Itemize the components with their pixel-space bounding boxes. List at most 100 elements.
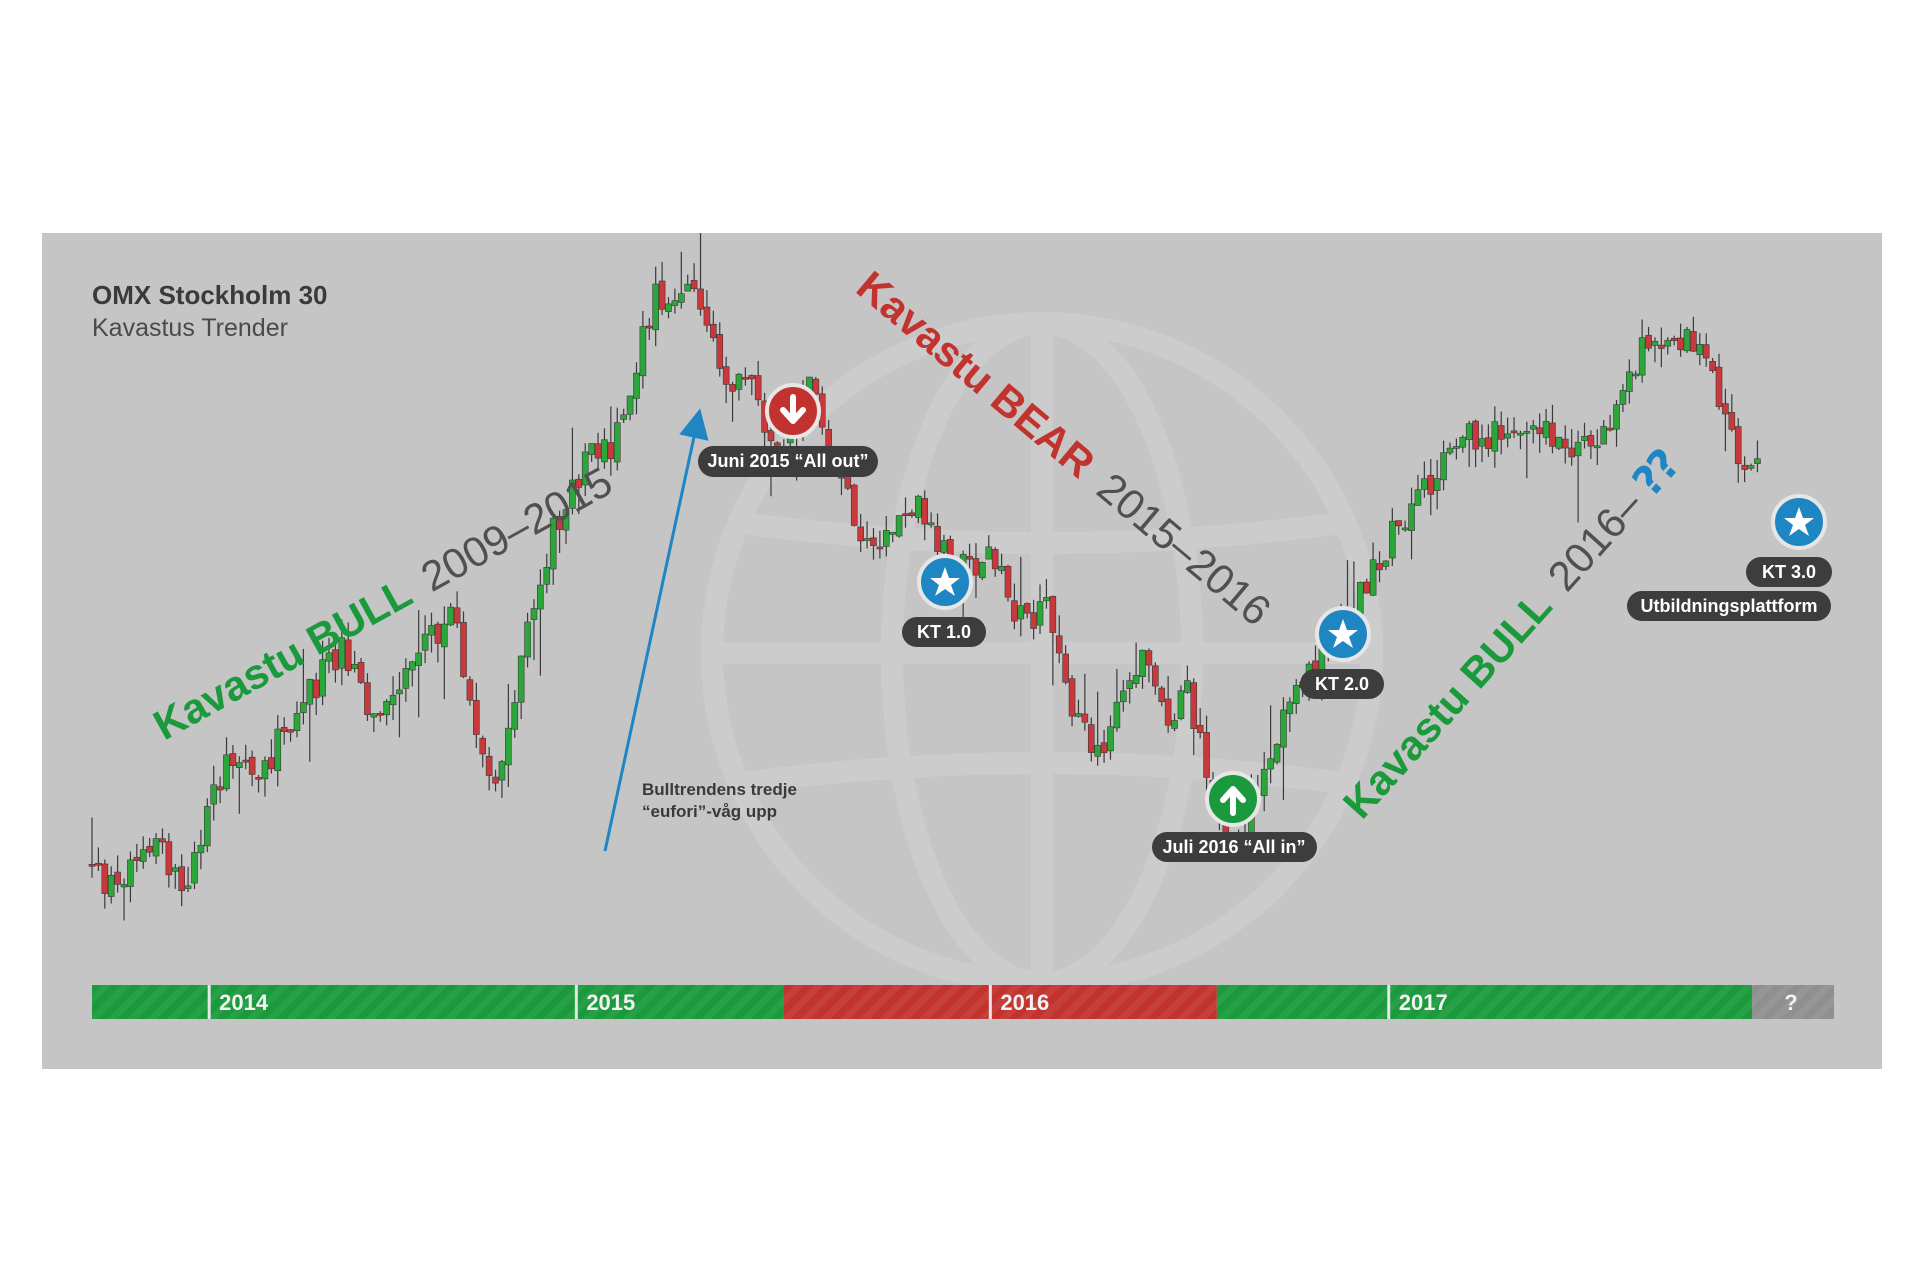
candle-body <box>998 566 1005 571</box>
year-label: ? <box>1784 990 1797 1015</box>
candle-body <box>870 537 877 547</box>
svg-text:Juli 2016 “All in”: Juli 2016 “All in” <box>1162 837 1305 857</box>
candle-body <box>319 659 326 697</box>
candle-body <box>351 664 358 669</box>
candle-body <box>703 306 711 326</box>
candle-body <box>716 334 724 369</box>
candle-body <box>216 786 224 791</box>
candle-body <box>1030 612 1037 629</box>
candle-body <box>1446 447 1454 454</box>
candle-body <box>402 668 410 689</box>
candle-body <box>1068 678 1076 717</box>
candle-body <box>1107 726 1114 752</box>
candle-body <box>1267 758 1274 770</box>
candle-body <box>1529 425 1537 430</box>
candle-body <box>697 288 704 310</box>
candle-body <box>633 372 640 399</box>
candle-body <box>191 852 198 884</box>
candle-body <box>133 856 141 861</box>
candle-body <box>1638 337 1646 376</box>
star-icon <box>1784 507 1814 536</box>
candle-body <box>1670 337 1678 341</box>
candle-body <box>1702 344 1710 359</box>
candle-body <box>985 546 993 560</box>
candle-body <box>1587 435 1595 447</box>
candle-body <box>1184 680 1191 693</box>
candle-body <box>972 558 980 576</box>
candle-body <box>280 726 288 732</box>
candle-body <box>1119 690 1127 703</box>
candle-body <box>710 323 717 339</box>
candle-body <box>594 443 602 459</box>
candle-body <box>1055 635 1063 654</box>
candle-body <box>1747 465 1755 469</box>
candle-body <box>492 776 499 784</box>
candle-body <box>370 713 378 718</box>
chart-title: OMX Stockholm 30 <box>92 280 328 310</box>
candle-body <box>1395 520 1403 527</box>
star-icon <box>1328 619 1358 648</box>
candle-body <box>748 375 756 380</box>
candle-body <box>850 484 858 526</box>
candle-body <box>1440 452 1447 481</box>
candle-body <box>1600 426 1608 445</box>
candle-body <box>88 864 96 867</box>
candle-body <box>447 606 455 626</box>
candle-body <box>325 652 333 662</box>
candle-body <box>1004 565 1012 598</box>
candle-body <box>581 451 589 486</box>
candle-body <box>1517 432 1524 436</box>
candle-body <box>287 729 294 733</box>
candle-body <box>1478 438 1486 447</box>
candle-body <box>1651 340 1659 346</box>
timeline-stripes <box>783 985 1217 1019</box>
candle-body <box>1561 438 1569 449</box>
candle-body <box>1658 344 1665 349</box>
candle-body <box>376 712 384 716</box>
candle-body <box>223 754 230 790</box>
candle-body <box>1472 420 1479 450</box>
candle-body <box>1414 489 1422 506</box>
candle-body <box>441 623 448 648</box>
candle-body <box>261 760 269 780</box>
candle-body <box>152 838 160 857</box>
candle-body <box>1619 390 1627 405</box>
candle-body <box>1709 361 1716 371</box>
candle-body <box>1734 426 1742 465</box>
candle-body <box>1273 743 1281 763</box>
candle-body <box>1203 732 1210 778</box>
candle-body <box>1459 436 1467 448</box>
candle-body <box>690 280 698 290</box>
euphoria-note-line2: “eufori”-våg upp <box>642 802 777 821</box>
candle-body <box>1382 560 1390 567</box>
candle-body <box>588 443 595 455</box>
candle-body <box>332 649 339 671</box>
candle-body <box>876 546 884 550</box>
arrow-up-icon <box>1220 786 1246 816</box>
candle-body <box>248 756 256 775</box>
candle-body <box>921 498 929 525</box>
candle-body <box>652 283 659 331</box>
candle-body <box>1722 403 1729 415</box>
candle-body <box>1017 605 1025 620</box>
candle-body <box>742 377 749 380</box>
candle-body <box>1581 436 1588 441</box>
candle-body <box>1081 713 1089 723</box>
candle-body <box>1677 337 1684 351</box>
candle-body <box>171 867 179 872</box>
candle-body <box>1286 701 1294 715</box>
candle-body <box>1094 745 1101 757</box>
candle-body <box>767 430 775 442</box>
candle-body <box>979 562 986 579</box>
candle-body <box>184 885 192 889</box>
candle-body <box>575 478 583 488</box>
candle-body <box>1043 597 1050 602</box>
candle-body <box>1075 713 1082 717</box>
candle-body <box>639 326 647 377</box>
candle-body <box>473 700 480 735</box>
candle-body <box>204 806 211 847</box>
candle-body <box>678 293 685 303</box>
candle-body <box>908 512 916 516</box>
candle-body <box>293 713 301 731</box>
candle-body <box>684 283 692 292</box>
